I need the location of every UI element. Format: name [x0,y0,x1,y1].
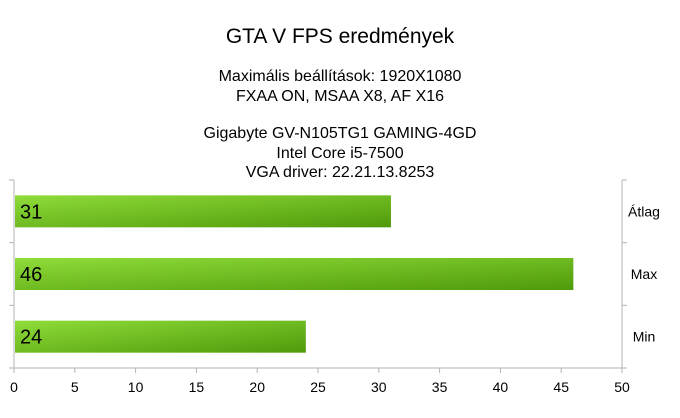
data-label-1: 31 [20,201,42,223]
bar-1 [15,195,391,228]
chart-title: GTA V FPS eredmények [225,25,455,48]
x-tick-label: 40 [493,379,509,395]
x-tick-label: 45 [553,379,569,395]
subtitle-line-2: FXAA ON, MSAA X8, AF X16 [235,88,445,105]
category-label-1: Átlag [628,203,660,219]
bar-3 [15,320,306,353]
x-tick-label: 50 [614,379,630,395]
subtitle-line-5: Intel Core i5-7500 [276,145,404,162]
subtitle-line-1: Maximális beállítások: 1920X1080 [218,68,462,85]
x-tick-label: 25 [310,379,326,395]
x-tick-label: 5 [71,379,79,395]
x-tick-label: 0 [10,379,18,395]
subtitle-line-6: VGA driver: 22.21.13.8253 [245,164,435,181]
subtitle-line-4: Gigabyte GV-N105TG1 GAMING-4GD [203,125,477,142]
x-tick-label: 10 [128,379,144,395]
bar-2 [15,258,574,290]
x-tick-label: 15 [189,379,205,395]
data-label-3: 24 [20,327,42,349]
x-tick-label: 35 [432,379,448,395]
category-label-2: Max [631,266,657,282]
x-tick-label: 30 [371,379,387,395]
data-label-2: 46 [20,264,42,286]
x-tick-label: 20 [249,379,265,395]
category-label-3: Min [633,329,656,345]
